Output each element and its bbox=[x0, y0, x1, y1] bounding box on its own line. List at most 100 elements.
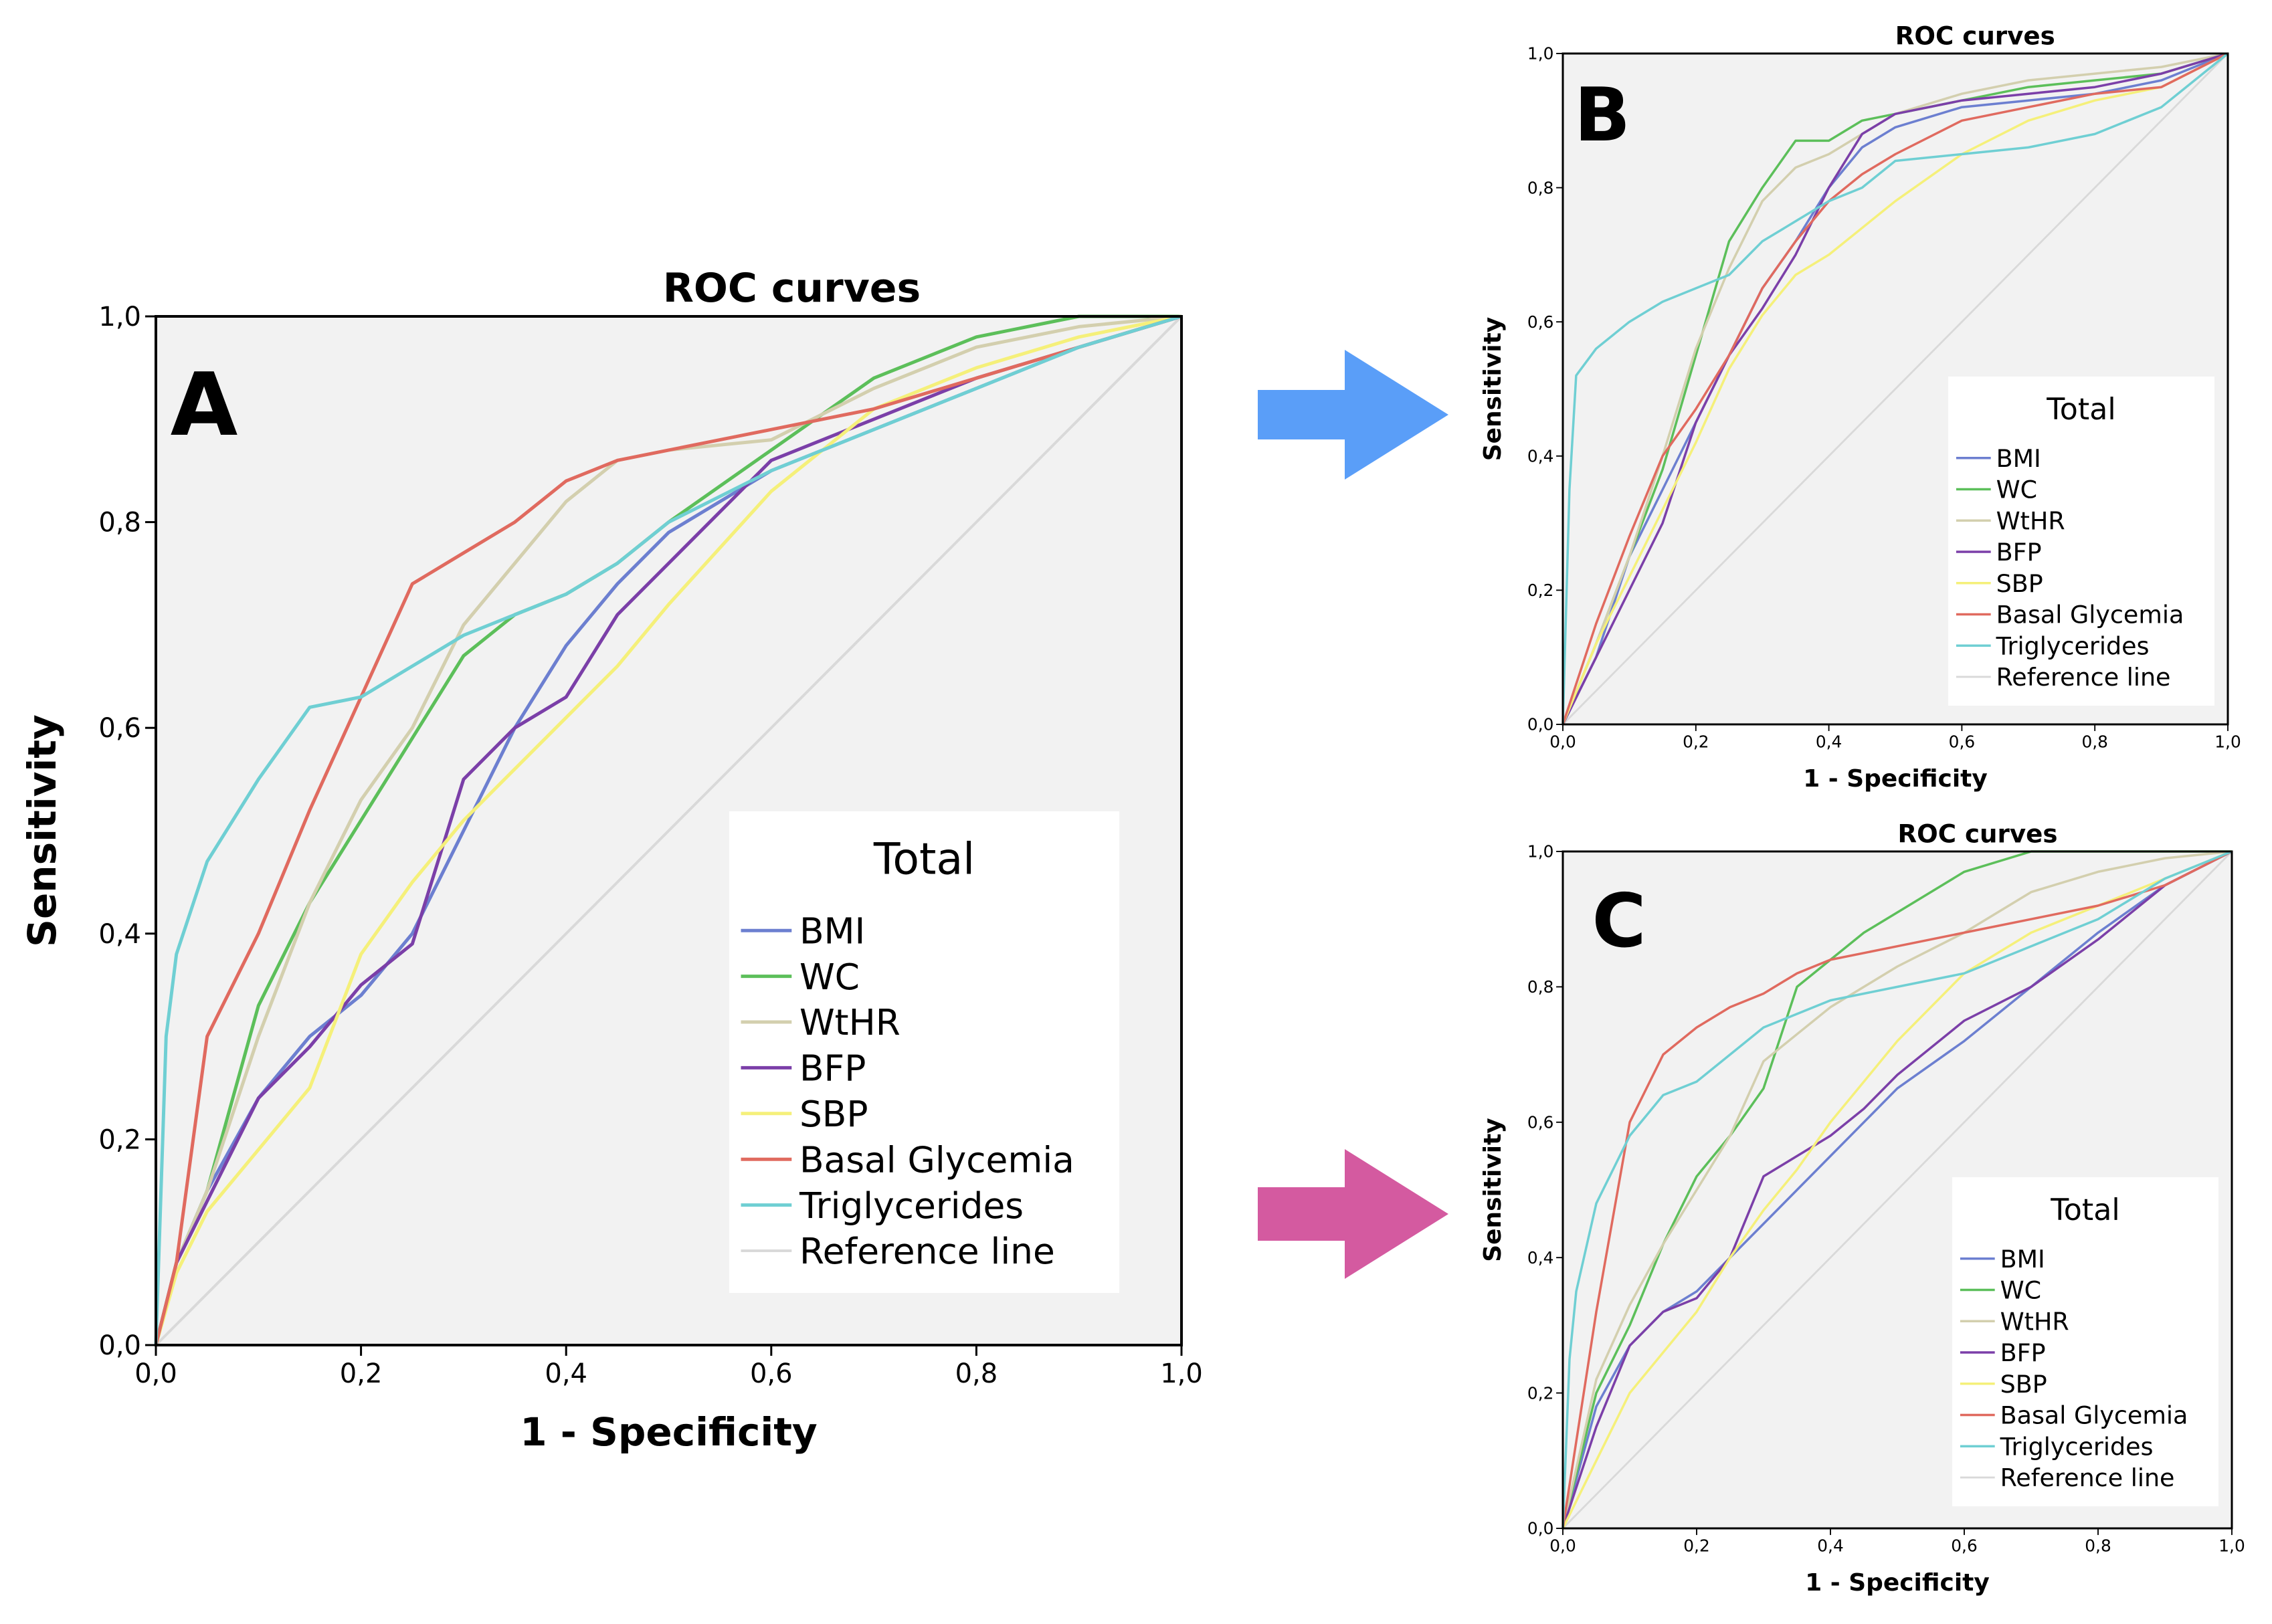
series-line-reference-line bbox=[1562, 53, 2229, 725]
legend-label: SBP bbox=[2000, 1370, 2047, 1399]
panel-letter: B bbox=[1574, 72, 1630, 159]
x-tick-label: 0,6 bbox=[1949, 732, 1975, 752]
legend-label: Triglycerides bbox=[1996, 631, 2150, 660]
legend-title: Total bbox=[2046, 393, 2115, 427]
x-tick-label: 0,2 bbox=[340, 1358, 383, 1389]
arrow-to-panel-c-icon bbox=[1258, 1149, 1448, 1279]
x-axis-label: 1 - Specificity bbox=[1805, 1569, 1990, 1597]
x-tick-label: 0,0 bbox=[1549, 1536, 1576, 1556]
legend-label: SBP bbox=[1996, 569, 2043, 598]
legend-label: BFP bbox=[2000, 1338, 2046, 1367]
series-line-triglycerides bbox=[1561, 850, 2233, 1529]
plot-frame bbox=[1561, 52, 2229, 726]
legend-label: BFP bbox=[799, 1047, 866, 1090]
panel-letter: A bbox=[171, 354, 238, 455]
y-tick-label: 0,8 bbox=[98, 508, 141, 538]
series-line-wthr bbox=[154, 314, 1182, 1346]
series-line-reference-line bbox=[155, 315, 1183, 1346]
legend-label: Reference line bbox=[2000, 1463, 2175, 1492]
y-tick-label: 0,4 bbox=[1527, 446, 1553, 466]
x-tick-label: 0,8 bbox=[955, 1358, 998, 1389]
y-tick-label: 1,0 bbox=[98, 302, 141, 332]
legend-label: Triglycerides bbox=[799, 1185, 1024, 1227]
y-tick-label: 0,6 bbox=[1527, 312, 1553, 332]
x-axis-label: 1 - Specificity bbox=[520, 1409, 818, 1455]
legend-label: WtHR bbox=[1996, 506, 2065, 535]
chart-title: ROC curves bbox=[1895, 21, 2055, 50]
x-tick-label: 0,4 bbox=[1817, 1536, 1843, 1556]
y-tick-label: 0,0 bbox=[98, 1330, 141, 1361]
series-line-sbp bbox=[1561, 850, 2233, 1529]
legend-label: Basal Glycemia bbox=[2000, 1401, 2188, 1430]
y-tick-label: 0,4 bbox=[98, 919, 141, 950]
plot-frame bbox=[1561, 850, 2233, 1530]
series-line-triglycerides bbox=[1561, 52, 2229, 725]
legend-label: WC bbox=[1996, 476, 2037, 504]
series-line-sbp bbox=[1561, 52, 2229, 725]
legend-label: BFP bbox=[1996, 538, 2042, 567]
legend-label: Triglycerides bbox=[2000, 1432, 2154, 1461]
x-tick-label: 1,0 bbox=[2218, 1536, 2245, 1556]
legend-title: Total bbox=[2050, 1193, 2119, 1227]
legend-box bbox=[729, 811, 1119, 1293]
y-tick-label: 0,8 bbox=[1527, 178, 1553, 197]
y-tick-label: 0,2 bbox=[1527, 581, 1553, 600]
y-tick-label: 0,0 bbox=[1527, 1519, 1553, 1538]
series-line-reference-line bbox=[1562, 851, 2233, 1529]
chart-title: ROC curves bbox=[663, 265, 921, 312]
legend-label: Reference line bbox=[1996, 663, 2171, 692]
legend-box bbox=[1952, 1177, 2218, 1506]
x-tick-label: 0,8 bbox=[2085, 1536, 2111, 1556]
x-tick-label: 0,0 bbox=[134, 1358, 177, 1389]
chart-title: ROC curves bbox=[1898, 819, 2058, 848]
series-line-basal-glycemia bbox=[154, 314, 1182, 1346]
plot-frame bbox=[155, 315, 1183, 1346]
panel-a: 0,0 0,2 0,4 0,6 0,8 1,0 0,0 0,2 0,4 0,6 0,8 1,0 ROC … bbox=[19, 265, 1203, 1455]
legend-label: WC bbox=[2000, 1276, 2041, 1305]
panel-letter: C bbox=[1592, 878, 1646, 965]
legend-label: SBP bbox=[799, 1093, 868, 1135]
series-line-bmi bbox=[1561, 52, 2229, 725]
y-tick-label: 1,0 bbox=[1527, 842, 1553, 861]
x-tick-label: 0,0 bbox=[1549, 732, 1576, 752]
y-tick-label: 0,2 bbox=[1527, 1383, 1553, 1403]
series-line-wthr bbox=[1561, 850, 2233, 1529]
legend-label: Basal Glycemia bbox=[799, 1138, 1074, 1181]
x-tick-label: 0,6 bbox=[1951, 1536, 1977, 1556]
x-tick-label: 1,0 bbox=[2214, 732, 2241, 752]
y-axis-label: Sensitivity bbox=[1479, 1118, 1507, 1262]
legend-label: BMI bbox=[799, 910, 865, 952]
x-tick-label: 0,4 bbox=[1816, 732, 1842, 752]
series-line-basal-glycemia bbox=[1561, 850, 2233, 1529]
legend-label: BMI bbox=[1996, 444, 2041, 473]
y-tick-label: 0,0 bbox=[1527, 715, 1553, 734]
legend-label: WC bbox=[799, 956, 860, 998]
series-line-wthr bbox=[1561, 52, 2229, 725]
x-tick-label: 0,2 bbox=[1683, 1536, 1709, 1556]
x-tick-label: 0,2 bbox=[1683, 732, 1709, 752]
y-axis-label: Sensitivity bbox=[19, 714, 65, 947]
arrow-to-panel-b-icon bbox=[1258, 350, 1448, 480]
legend-label: WtHR bbox=[2000, 1307, 2069, 1336]
panel-c: 0,0 0,2 0,4 0,6 0,8 1,0 0,0 0,2 0,4 0,6 0,8 1,0 ROC … bbox=[1479, 819, 2245, 1597]
y-tick-label: 0,2 bbox=[98, 1124, 141, 1155]
panel-b: 0,0 0,2 0,4 0,6 0,8 1,0 0,0 0,2 0,4 0,6 0,8 1,0 ROC … bbox=[1479, 21, 2241, 793]
series-line-basal-glycemia bbox=[1561, 52, 2229, 725]
x-tick-label: 0,8 bbox=[2081, 732, 2107, 752]
y-tick-label: 0,4 bbox=[1527, 1248, 1553, 1267]
legend-label: Reference line bbox=[799, 1230, 1055, 1272]
x-tick-label: 0,4 bbox=[545, 1358, 587, 1389]
x-axis-label: 1 - Specificity bbox=[1803, 765, 1988, 793]
series-line-sbp bbox=[154, 314, 1182, 1346]
y-axis-label: Sensitivity bbox=[1479, 317, 1507, 462]
y-tick-label: 1,0 bbox=[1527, 44, 1553, 64]
y-tick-label: 0,6 bbox=[98, 713, 141, 744]
series-line-bfp bbox=[154, 314, 1182, 1346]
x-tick-label: 1,0 bbox=[1160, 1358, 1203, 1389]
x-tick-label: 0,6 bbox=[750, 1358, 793, 1389]
legend-label: BMI bbox=[2000, 1245, 2045, 1274]
